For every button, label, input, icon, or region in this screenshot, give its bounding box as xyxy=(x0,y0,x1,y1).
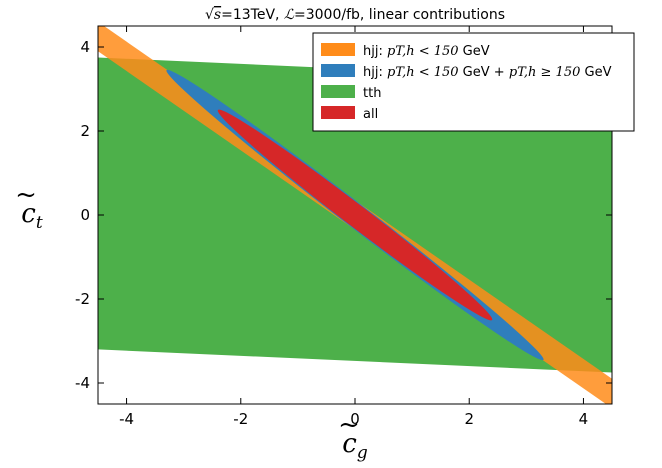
y-axis-label-sub: t xyxy=(36,213,43,233)
x-tick-label: -4 xyxy=(119,410,134,428)
title-lumi-symbol: ℒ xyxy=(284,7,295,23)
x-tick-label: 0 xyxy=(350,410,360,428)
legend-entry: hjj: pT,h < 150 GeV + pT,h ≥ 150 GeV xyxy=(363,65,612,80)
x-tick-label: 2 xyxy=(464,410,474,428)
all-ellipse xyxy=(217,109,493,321)
legend-entry: hjj: pT,h < 150 GeV xyxy=(363,44,490,59)
y-tick-label: 2 xyxy=(80,122,90,140)
chart-title: √s=13TeV, ℒ=3000/fb, linear contribution… xyxy=(205,7,505,23)
legend-swatch xyxy=(321,64,355,77)
title-s: s xyxy=(214,7,221,23)
legend-swatch xyxy=(321,85,355,98)
legend-swatch xyxy=(321,43,355,56)
x-tick-label: -2 xyxy=(233,410,248,428)
legend-entry: all xyxy=(363,107,378,122)
y-tick-label: -2 xyxy=(75,290,90,308)
title-energy: =13TeV, xyxy=(221,7,284,23)
legend-entry: tth xyxy=(363,86,381,101)
x-axis-label-tilde: ~ xyxy=(338,410,360,440)
legend-swatch xyxy=(321,106,355,119)
x-axis-label-sub: g xyxy=(357,443,368,463)
y-axis-label-tilde: ~ xyxy=(15,180,37,210)
x-tick-label: 4 xyxy=(579,410,589,428)
title-rest: =3000/fb, linear contributions xyxy=(294,7,505,23)
y-tick-label: 4 xyxy=(80,38,90,56)
title-sqrt: √ xyxy=(205,7,214,23)
y-tick-label: -4 xyxy=(75,374,90,392)
y-tick-label: 0 xyxy=(80,206,90,224)
legend-box xyxy=(312,32,635,132)
